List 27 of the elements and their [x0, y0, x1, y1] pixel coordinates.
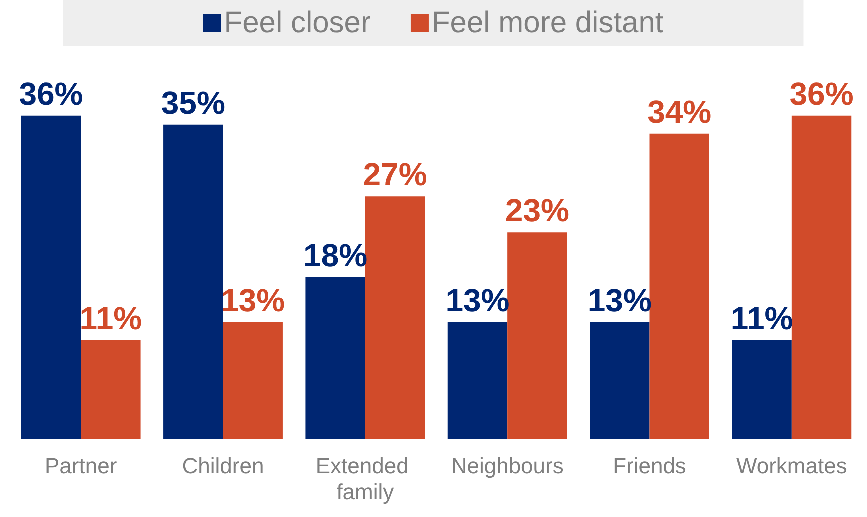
- bar: [792, 116, 852, 439]
- bar: [81, 340, 141, 439]
- data-label: 35%: [161, 84, 226, 121]
- data-label: 34%: [648, 94, 712, 130]
- legend-label: Feel more distant: [432, 6, 664, 40]
- bar: [590, 322, 650, 439]
- bar: [164, 124, 224, 439]
- bar: [448, 322, 508, 439]
- data-label: 36%: [790, 76, 854, 112]
- bar: [650, 134, 710, 439]
- bar: [306, 277, 366, 439]
- data-label: 23%: [505, 192, 570, 229]
- data-label: 11%: [80, 300, 142, 336]
- bar: [365, 196, 426, 439]
- x-tick-label: Workmates: [736, 454, 848, 478]
- x-tick-label: Extended family: [316, 454, 415, 504]
- x-tick-label: Friends: [613, 454, 686, 478]
- bar: [508, 232, 568, 439]
- x-tick-label: Partner: [45, 454, 118, 478]
- data-label: 36%: [19, 76, 84, 112]
- bar: [732, 340, 792, 439]
- bar: [223, 322, 283, 439]
- data-label: 27%: [363, 156, 428, 193]
- x-tick-label: Neighbours: [451, 454, 564, 478]
- bar: [21, 116, 82, 439]
- x-tick-label: Children: [182, 454, 264, 478]
- legend-label: Feel closer: [224, 6, 371, 40]
